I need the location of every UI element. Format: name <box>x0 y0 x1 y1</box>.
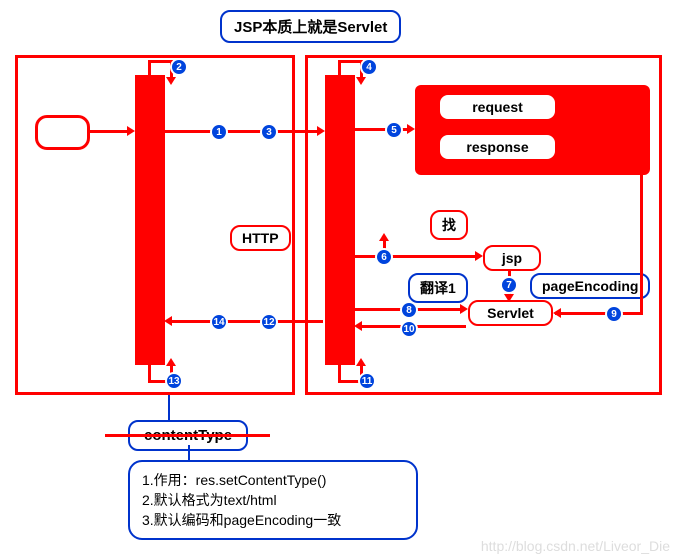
arrow-head <box>127 126 135 136</box>
arrow-head <box>475 251 483 261</box>
arrow-head <box>504 294 514 302</box>
arrow-head <box>460 304 468 314</box>
num-6: 6 <box>375 248 393 266</box>
request-label: request <box>440 95 555 119</box>
arrow <box>90 130 130 133</box>
servlet-label: Servlet <box>468 300 553 326</box>
strike-line <box>105 434 270 437</box>
num-10: 10 <box>400 320 418 338</box>
num-3: 3 <box>260 123 278 141</box>
arrow-head <box>356 77 366 85</box>
arrow <box>383 255 478 258</box>
arrow-head <box>553 308 561 318</box>
arrow <box>165 130 320 133</box>
response-label: response <box>440 135 555 159</box>
num-2: 2 <box>170 58 188 76</box>
num-9: 9 <box>605 305 623 323</box>
num-4: 4 <box>360 58 378 76</box>
right-red-bar <box>325 75 355 365</box>
arrow-head <box>166 358 176 366</box>
arrow-head <box>164 316 172 326</box>
page-encoding-label: pageEncoding <box>530 273 650 299</box>
num-1: 1 <box>210 123 228 141</box>
arrow-head <box>379 233 389 241</box>
title-box: JSP本质上就是Servlet <box>220 10 401 43</box>
num-14: 14 <box>210 313 228 331</box>
arrow-head <box>356 358 366 366</box>
jsp-label: jsp <box>483 245 541 271</box>
num-8: 8 <box>400 301 418 319</box>
http-label: HTTP <box>230 225 291 251</box>
left-red-bar <box>135 75 165 365</box>
arrow-head <box>354 321 362 331</box>
num-13: 13 <box>165 372 183 390</box>
arrow-head <box>166 77 176 85</box>
num-5: 5 <box>385 121 403 139</box>
connector <box>168 395 170 420</box>
note-line-1: 1.作用：res.setContentType() <box>142 470 404 490</box>
note-line-2: 2.默认格式为text/html <box>142 490 404 510</box>
notes-callout: 1.作用：res.setContentType() 2.默认格式为text/ht… <box>128 460 418 540</box>
num-12: 12 <box>260 313 278 331</box>
watermark: http://blog.csdn.net/Liveor_Die <box>481 538 670 554</box>
num-7: 7 <box>500 276 518 294</box>
arrow <box>640 175 643 315</box>
num-11: 11 <box>358 372 376 390</box>
arrow-head <box>407 124 415 134</box>
arrow-head <box>317 126 325 136</box>
find-label: 找 <box>430 210 468 240</box>
arrow <box>168 320 323 323</box>
arrow <box>555 312 643 315</box>
start-node <box>35 115 90 150</box>
note-line-3: 3.默认编码和pageEncoding一致 <box>142 510 404 530</box>
translate-label: 翻译1 <box>408 273 468 303</box>
connector <box>188 445 190 460</box>
